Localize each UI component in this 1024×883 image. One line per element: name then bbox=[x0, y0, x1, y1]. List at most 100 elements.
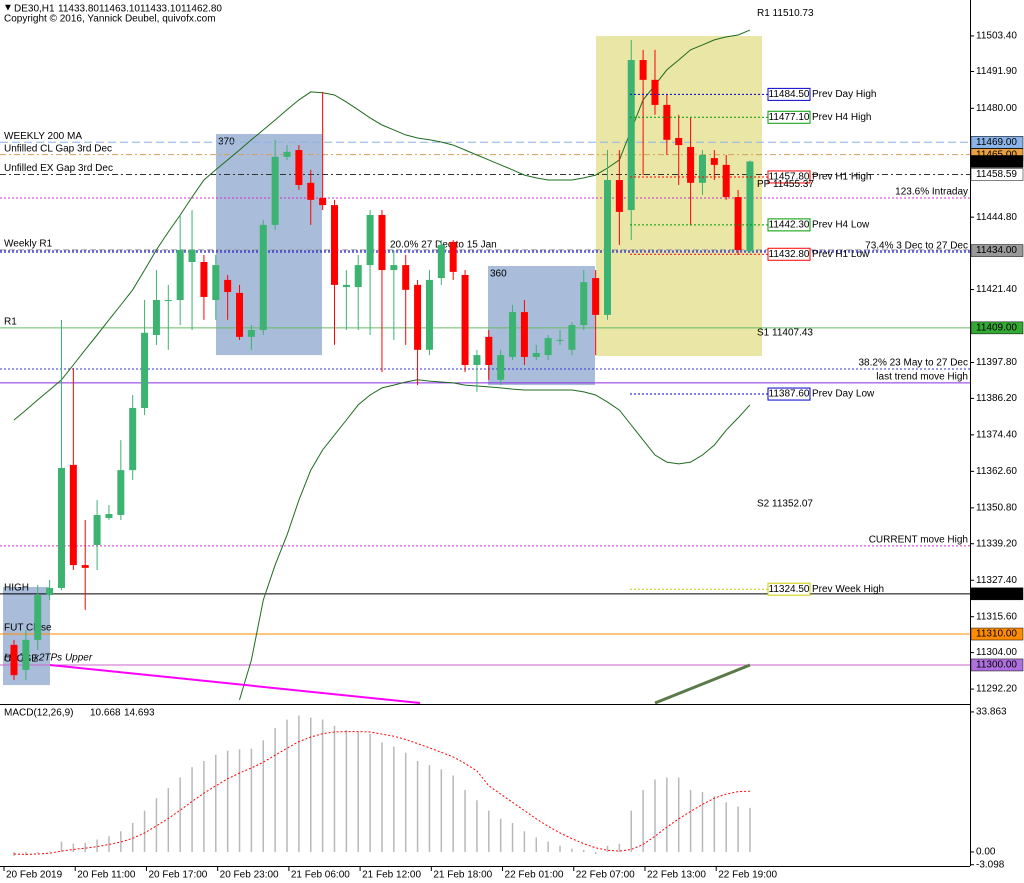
y-tick-label: 11339.20 bbox=[976, 538, 1017, 549]
candle-body bbox=[651, 79, 659, 105]
y-tick-label: 11397.80 bbox=[976, 357, 1017, 368]
x-tick-label: 22 Feb 13:00 bbox=[647, 870, 706, 881]
candle-body bbox=[544, 338, 552, 356]
price-box-label: 11409.00 bbox=[976, 323, 1017, 334]
prev-level-label: Prev H1 Low bbox=[812, 249, 870, 260]
level-label: last trend move High bbox=[876, 372, 968, 383]
candle-body bbox=[497, 355, 505, 380]
candle-body bbox=[675, 137, 683, 146]
candle-body bbox=[164, 300, 172, 302]
ohlc-readout: 11463.10 bbox=[99, 4, 140, 15]
x-tick-label: 21 Feb 06:00 bbox=[291, 870, 350, 881]
ohlc-readout: 11433.80 bbox=[58, 4, 99, 15]
candle-body bbox=[580, 282, 588, 326]
header-bg bbox=[0, 0, 250, 22]
candle-body bbox=[212, 265, 220, 301]
candle-body bbox=[390, 265, 398, 271]
candle-body bbox=[342, 284, 350, 288]
prev-level-label: Prev Day Low bbox=[812, 389, 875, 400]
price-box bbox=[970, 627, 1024, 641]
candle-body bbox=[247, 330, 255, 337]
candle-body bbox=[141, 332, 149, 408]
level-label: 73.4% 3 Dec to 27 Dec bbox=[865, 241, 968, 252]
prev-level-label: Prev H4 High bbox=[812, 112, 871, 123]
y-tick-label: 11350.80 bbox=[976, 502, 1017, 513]
candle-body bbox=[283, 151, 291, 157]
candle-body bbox=[461, 274, 469, 365]
candle-body bbox=[10, 644, 18, 676]
candle-body bbox=[722, 164, 730, 198]
pivot-label: PP 11455.37 bbox=[757, 179, 814, 190]
x-tick-label: 20 Feb 2019 bbox=[6, 870, 63, 881]
candle-body bbox=[93, 514, 101, 545]
zone-label: 370 bbox=[218, 137, 235, 148]
zone bbox=[3, 587, 50, 686]
candle-body bbox=[22, 639, 30, 670]
prev-level-box bbox=[767, 582, 811, 596]
candle-body bbox=[663, 104, 671, 140]
macd-readout: 10.668 bbox=[90, 708, 121, 719]
candle-body bbox=[734, 197, 742, 250]
candle-body bbox=[81, 565, 89, 568]
menu-arrow[interactable]: ▼ bbox=[3, 3, 13, 14]
y-tick-label: 11315.60 bbox=[976, 611, 1017, 622]
price-box-label: 11323.00 bbox=[976, 588, 1017, 599]
prev-level-label: Prev Week High bbox=[812, 584, 884, 595]
candle-body bbox=[330, 205, 338, 285]
ohlc-readout: 11462.80 bbox=[181, 4, 222, 15]
candle-body bbox=[307, 182, 315, 200]
y-tick-label: 11374.40 bbox=[976, 430, 1017, 441]
macd-tick-label: 0.00 bbox=[976, 847, 996, 858]
price-box-label: 11458.59 bbox=[976, 169, 1017, 180]
y-tick-label: 11480.00 bbox=[976, 103, 1017, 114]
prev-level-label: Prev H1 High bbox=[812, 172, 871, 183]
y-tick-label: 11491.90 bbox=[976, 66, 1017, 77]
candle-body bbox=[485, 336, 493, 365]
trend-line bbox=[49, 664, 421, 704]
candle-body bbox=[319, 197, 327, 206]
prev-level-price: 11432.80 bbox=[769, 249, 810, 260]
level-label: 123.6% Intraday bbox=[895, 187, 968, 198]
pivot-label: R1 11510.73 bbox=[757, 8, 814, 19]
candle-body bbox=[236, 292, 244, 337]
candle-body bbox=[117, 470, 125, 515]
copyright: Copyright © 2016, Yannick Deubel, quivof… bbox=[4, 14, 216, 25]
price-box-label: 11300.00 bbox=[976, 660, 1017, 671]
price-box-label: 11465.00 bbox=[976, 149, 1017, 160]
zone-label: 360 bbox=[490, 269, 507, 280]
candle-body bbox=[520, 312, 528, 357]
y-tick-label: 11292.20 bbox=[976, 684, 1017, 695]
x-tick-label: 21 Feb 12:00 bbox=[362, 870, 421, 881]
price-box bbox=[970, 168, 1024, 181]
candle-body bbox=[259, 224, 267, 331]
x-tick-label: 20 Feb 11:00 bbox=[77, 870, 136, 881]
candle-body bbox=[473, 355, 481, 365]
prev-level-box bbox=[767, 170, 811, 184]
prev-level-price: 11457.80 bbox=[769, 172, 810, 183]
candle-body bbox=[615, 180, 623, 212]
candle-body bbox=[200, 261, 208, 297]
price-box bbox=[970, 244, 1024, 257]
candle-body bbox=[592, 278, 600, 315]
candle-body bbox=[509, 312, 517, 357]
candle-body bbox=[57, 467, 65, 588]
band-line bbox=[239, 379, 751, 701]
prev-level-price: 11387.60 bbox=[769, 389, 810, 400]
x-tick-label: 22 Feb 01:00 bbox=[505, 870, 564, 881]
candle-body bbox=[568, 325, 576, 350]
y-tick-label: 11444.80 bbox=[976, 212, 1017, 223]
candle-body bbox=[46, 587, 54, 596]
level-label: Unfilled CL Gap 3rd Dec bbox=[4, 143, 112, 154]
level-label: HIGH bbox=[4, 582, 29, 593]
candle-body bbox=[224, 279, 232, 292]
zone bbox=[596, 35, 762, 357]
candle-body bbox=[532, 352, 540, 357]
price-box bbox=[970, 587, 1024, 601]
pivot-label: S2 11352.07 bbox=[757, 499, 813, 510]
prev-level-box bbox=[767, 387, 811, 401]
candle-body bbox=[627, 60, 635, 211]
y-tick-label: 11304.00 bbox=[976, 647, 1017, 658]
prev-level-box bbox=[767, 218, 811, 232]
level-label: FUT Close bbox=[4, 623, 52, 634]
